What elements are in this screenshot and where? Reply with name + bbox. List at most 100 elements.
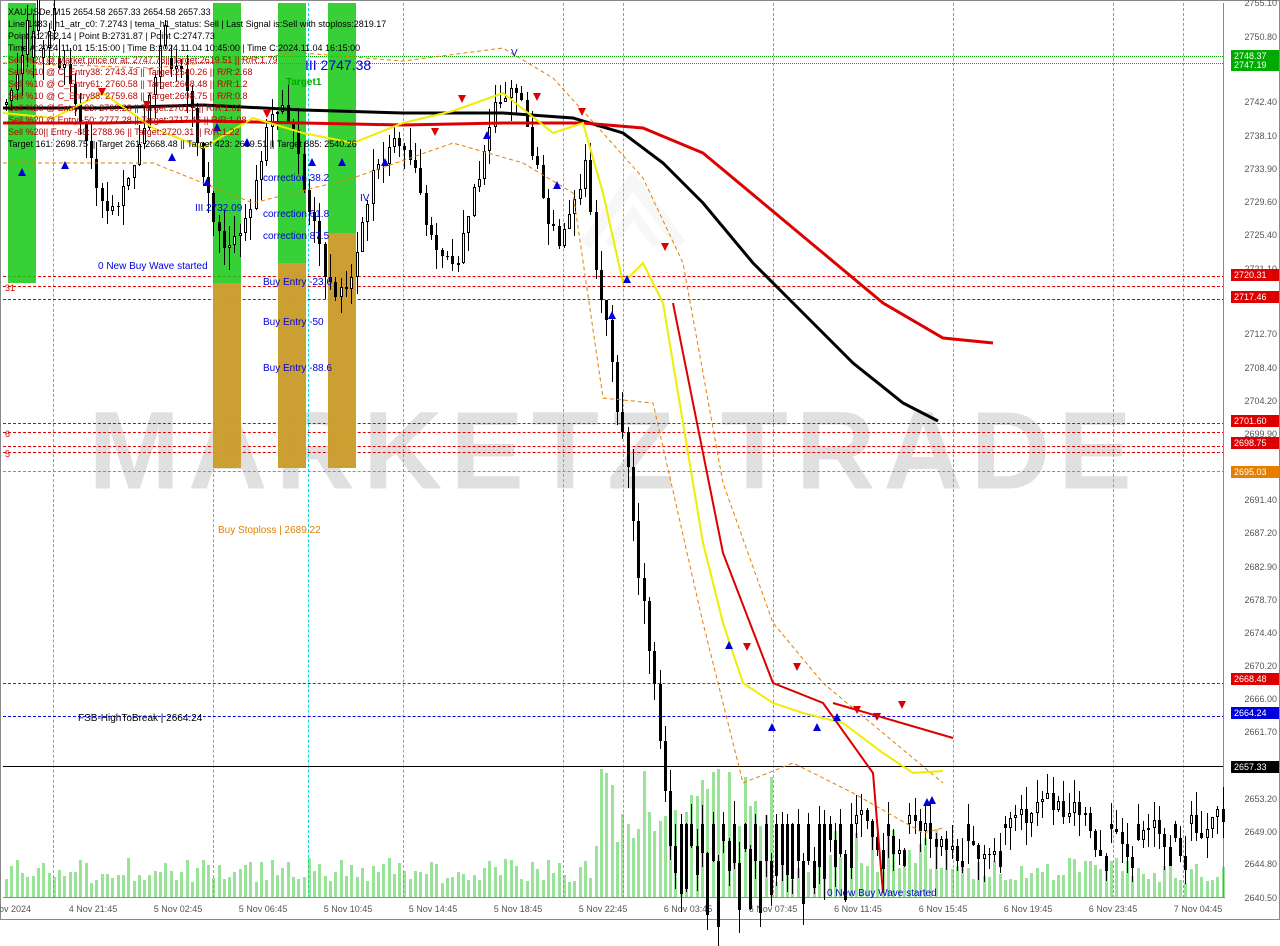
volume-bar (1211, 880, 1214, 898)
price-hline (3, 432, 1225, 433)
candlestick (228, 226, 231, 270)
candlestick (1105, 853, 1108, 881)
header-l11: Sell %20|| Entry -88: 2788.96 || Target:… (8, 126, 386, 138)
candlestick (1142, 821, 1145, 848)
price-tick: 2729.60 (1244, 197, 1277, 207)
candlestick (504, 82, 507, 101)
candlestick (717, 855, 720, 946)
volume-bar (303, 877, 306, 898)
volume-bar (164, 863, 167, 898)
volume-bar (297, 879, 300, 898)
candlestick (536, 147, 539, 169)
candlestick (781, 812, 784, 881)
volume-bar (1222, 867, 1225, 898)
down-arrow-icon (898, 701, 906, 709)
volume-bar (388, 858, 391, 898)
volume-bar (111, 878, 114, 898)
time-tick: 6 Nov 19:45 (1004, 904, 1053, 914)
volume-bar (621, 814, 624, 898)
candlestick (924, 803, 927, 845)
volume-bar (308, 858, 311, 898)
candlestick (1041, 791, 1044, 818)
volume-bar (425, 874, 428, 898)
volume-bar (568, 882, 571, 898)
price-tick: 2666.00 (1244, 694, 1277, 704)
chart-area[interactable]: MARKETZ TRADE XAUUSDe,M15 2654.58 2657.3… (3, 3, 1225, 898)
candlestick (568, 200, 571, 229)
volume-bar (1179, 880, 1182, 898)
volume-bar (196, 868, 199, 898)
volume-bar (1036, 868, 1039, 898)
volume-bar (377, 872, 380, 898)
candlestick (462, 210, 465, 263)
down-arrow-icon (578, 108, 586, 116)
candlestick (850, 803, 853, 879)
candlestick (1222, 787, 1225, 837)
candlestick (1089, 807, 1092, 838)
candlestick (430, 217, 433, 239)
volume-bar (393, 874, 396, 898)
price-tick: 2708.40 (1244, 363, 1277, 373)
candlestick (855, 795, 858, 838)
volume-bar (1200, 877, 1203, 898)
volume-bar (542, 880, 545, 898)
candlestick (627, 427, 630, 487)
candlestick (361, 217, 364, 252)
candlestick (372, 149, 375, 221)
chart-root: MARKETZ TRADE XAUUSDe,M15 2654.58 2657.3… (0, 0, 1280, 920)
header-info-block: XAUUSDe,M15 2654.58 2657.33 2654.58 2657… (8, 6, 386, 150)
volume-bar (21, 873, 24, 898)
volume-bar (446, 878, 449, 898)
candlestick (520, 86, 523, 101)
up-arrow-icon (768, 723, 776, 731)
chart-annotation: Buy Entry -50 (263, 317, 324, 328)
price-tick: 2653.20 (1244, 794, 1277, 804)
candlestick (706, 852, 709, 930)
candlestick (223, 210, 226, 265)
candlestick (419, 149, 422, 195)
session-vline (1183, 3, 1184, 898)
volume-bar (159, 872, 162, 898)
volume-bar (473, 875, 476, 898)
candlestick (999, 833, 1002, 873)
volume-bar (244, 865, 247, 898)
time-tick: 5 Nov 18:45 (494, 904, 543, 914)
volume-bar (5, 879, 8, 898)
candlestick (1014, 805, 1017, 831)
candlestick (690, 804, 693, 848)
volume-bar (265, 880, 268, 898)
volume-bar (1020, 866, 1023, 898)
volume-bar (281, 868, 284, 898)
volume-bar (287, 862, 290, 898)
candlestick (398, 132, 401, 157)
volume-bar (122, 875, 125, 898)
candlestick (940, 836, 943, 856)
candlestick (573, 190, 576, 237)
volume-bar (42, 863, 45, 898)
volume-bar (435, 864, 438, 898)
candlestick (770, 853, 773, 906)
candlestick (1078, 791, 1081, 836)
volume-bar (573, 881, 576, 898)
volume-bar (637, 829, 640, 898)
volume-bar (249, 862, 252, 898)
candlestick (1190, 801, 1193, 841)
volume-bar (1121, 871, 1124, 898)
up-arrow-icon (623, 275, 631, 283)
candlestick (616, 355, 619, 424)
volume-bar (180, 872, 183, 898)
candlestick (669, 770, 672, 860)
candlestick (106, 182, 109, 224)
candlestick (95, 142, 98, 205)
header-l12: Target 161: 2698.75 || Target 261: 2668.… (8, 138, 386, 150)
candlestick (446, 251, 449, 260)
volume-bar (1163, 866, 1166, 898)
candlestick (1169, 835, 1172, 867)
candlestick (334, 277, 337, 302)
time-axis: 4 Nov 20244 Nov 21:455 Nov 02:455 Nov 06… (3, 897, 1225, 919)
chart-annotation: V (511, 48, 518, 59)
candlestick (547, 189, 550, 245)
candlestick (579, 174, 582, 205)
header-l6: Sell %10 @ C_Entry38: 2743.43 || Target:… (8, 66, 386, 78)
header-l8: Sell %10 @ C_Entry88: 2759.68 || Target:… (8, 90, 386, 102)
